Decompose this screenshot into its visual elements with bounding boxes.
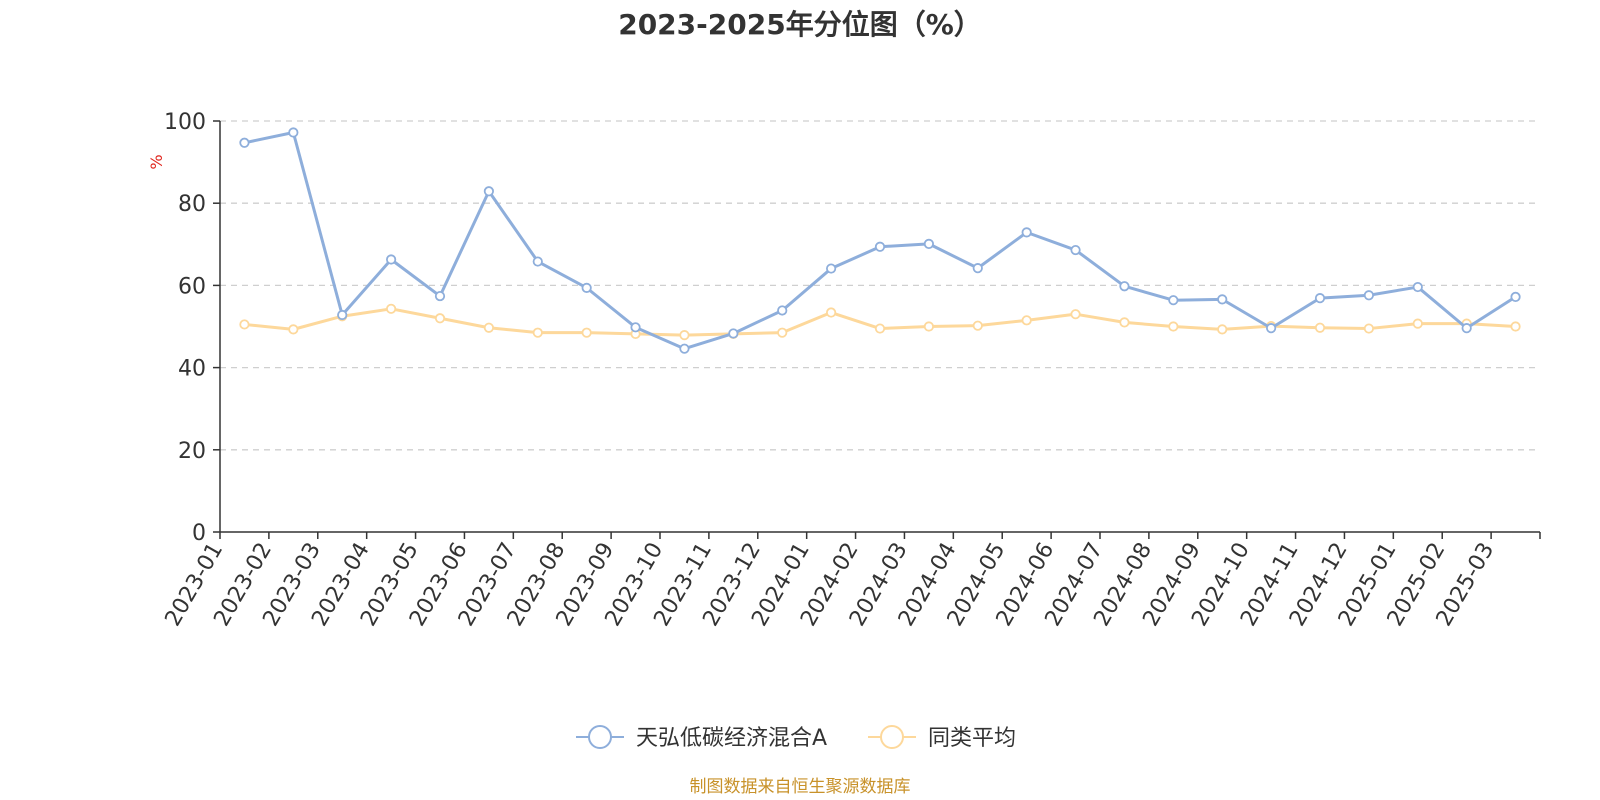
data-point	[483, 186, 494, 197]
legend-label: 同类平均	[928, 726, 1016, 751]
legend-swatch-marker	[588, 725, 612, 749]
x-axis-ticks: 2023-012023-022023-032023-042023-052023-…	[161, 532, 1541, 631]
data-point	[337, 309, 348, 321]
data-point	[923, 321, 934, 332]
y-tick-label: 0	[192, 521, 206, 546]
data-point	[972, 263, 983, 274]
axes	[219, 121, 1540, 533]
data-point	[826, 263, 837, 274]
data-point	[288, 324, 299, 335]
grid-lines	[220, 120, 1540, 451]
data-point	[972, 320, 983, 331]
data-point	[1217, 324, 1228, 335]
data-point	[434, 313, 446, 324]
data-point	[532, 256, 543, 267]
data-point	[1314, 322, 1326, 333]
data-point	[728, 328, 739, 339]
data-point	[679, 343, 690, 354]
y-tick-label: 100	[164, 110, 206, 135]
data-point	[1363, 290, 1374, 301]
data-point	[386, 254, 397, 265]
legend: 天弘低碳经济混合A 同类平均	[576, 725, 1016, 751]
data-point	[1119, 281, 1130, 292]
data-point	[826, 307, 837, 318]
legend-swatch-marker	[880, 725, 904, 749]
data-point	[532, 327, 543, 338]
data-point	[483, 322, 494, 333]
data-point	[679, 330, 690, 341]
y-tick-label: 20	[178, 439, 206, 464]
data-point	[1510, 291, 1521, 303]
data-point	[386, 303, 397, 314]
data-point	[239, 137, 250, 148]
data-point	[630, 322, 641, 333]
y-tick-label: 60	[178, 274, 206, 299]
data-point	[1168, 321, 1179, 332]
data-point	[923, 238, 934, 249]
data-point	[581, 282, 592, 293]
y-tick-label: 40	[178, 357, 206, 382]
legend-label: 天弘低碳经济混合A	[636, 726, 827, 751]
data-point	[434, 290, 446, 302]
data-point	[288, 127, 299, 138]
data-point	[777, 305, 788, 316]
data-point	[239, 319, 250, 330]
legend-item-1: 同类平均	[868, 725, 1016, 751]
data-point	[1070, 309, 1081, 320]
y-axis-ticks: 0 20 40 60 80 100	[164, 110, 220, 546]
data-point	[1461, 323, 1472, 334]
y-tick-label: 80	[178, 192, 206, 217]
data-point	[1021, 315, 1032, 326]
data-source-note: 制图数据来自恒生聚源数据库	[690, 777, 911, 797]
data-point	[1070, 244, 1081, 256]
series-1	[239, 303, 1521, 341]
chart-title: 2023-2025年分位图（%）	[618, 8, 982, 41]
data-point	[1021, 227, 1032, 238]
data-point	[1217, 294, 1228, 305]
data-point	[874, 323, 886, 334]
series-layer	[239, 127, 1521, 354]
data-point	[1412, 281, 1423, 293]
data-point	[1266, 323, 1277, 334]
series-0	[239, 127, 1521, 354]
data-point	[1510, 321, 1521, 332]
data-point	[1119, 317, 1130, 328]
data-point	[1412, 318, 1423, 329]
data-point	[1363, 323, 1374, 334]
data-point	[1168, 295, 1179, 306]
data-point	[874, 241, 886, 252]
legend-item-0: 天弘低碳经济混合A	[576, 725, 827, 751]
data-point	[777, 327, 788, 338]
data-point	[581, 327, 592, 338]
data-point	[1314, 293, 1326, 304]
y-axis-label: %	[147, 154, 166, 169]
